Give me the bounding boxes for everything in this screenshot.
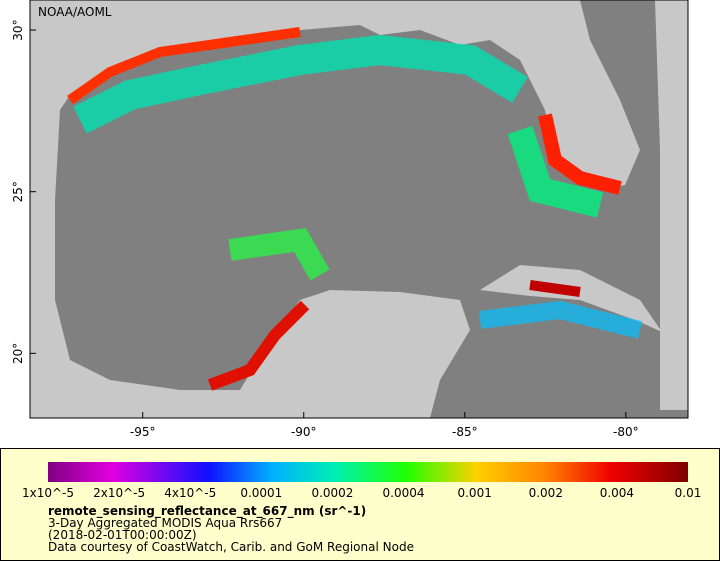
x-tick-label: -80°	[613, 425, 639, 439]
colorbar-tick-label: 1x10^-5	[22, 486, 74, 500]
colorbar-tick-label: 0.0004	[383, 486, 425, 500]
coastal-band	[529, 280, 581, 297]
data-patch	[228, 228, 330, 281]
data-patch	[478, 300, 643, 339]
colorbar-tick-label: 0.01	[675, 486, 702, 500]
caption: 3-Day Aggregated MODIS Aqua Rrs667	[48, 516, 282, 530]
colorbar	[48, 462, 688, 482]
map-title: NOAA/AOML	[38, 5, 112, 19]
colorbar-tick-label: 2x10^-5	[93, 486, 145, 500]
colorbar-tick-label: 0.0001	[240, 486, 282, 500]
y-tick-label: 25°	[11, 181, 25, 202]
map	[30, 0, 688, 418]
coastal-band	[67, 27, 301, 105]
colorbar-tick-label: 0.001	[457, 486, 491, 500]
y-tick-label: 20°	[11, 343, 25, 364]
coastal-band	[507, 125, 604, 218]
caption: (2018-02-01T00:00:00Z)	[48, 528, 197, 542]
cuba	[480, 265, 662, 332]
colorbar-tick-label: 0.0002	[311, 486, 353, 500]
x-tick-label: -85°	[452, 425, 478, 439]
colorbar-label: remote_sensing_reflectance_at_667_nm (sr…	[48, 504, 366, 519]
coastal-band	[207, 300, 310, 391]
map-frame	[29, 0, 689, 419]
x-tick-label: -95°	[130, 425, 156, 439]
x-tick-label: -90°	[291, 425, 317, 439]
land-east	[655, 0, 688, 410]
land	[30, 0, 640, 418]
coastal-band	[73, 34, 528, 134]
colorbar-tick-label: 4x10^-5	[164, 486, 216, 500]
y-tick-label: 30°	[11, 19, 25, 40]
caption: Data courtesy of CoastWatch, Carib. and …	[48, 540, 414, 554]
colorbar-tick-label: 0.002	[529, 486, 563, 500]
colorbar-tick-label: 0.004	[600, 486, 634, 500]
coastal-band	[538, 113, 622, 195]
